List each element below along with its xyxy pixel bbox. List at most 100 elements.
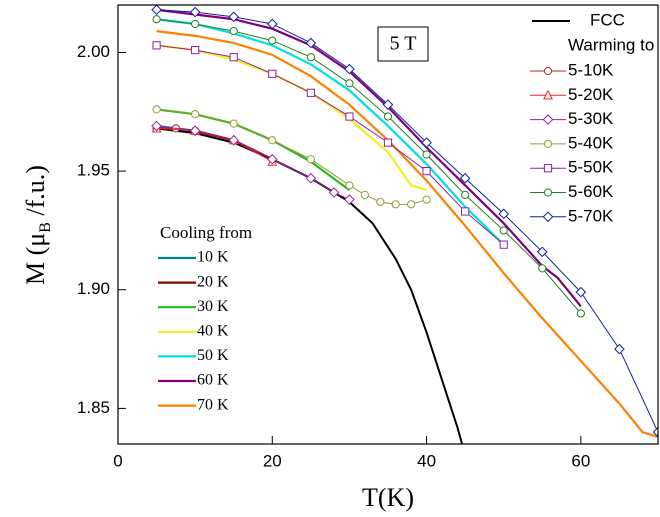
marker bbox=[542, 114, 554, 125]
marker bbox=[536, 246, 548, 258]
legend-label: 5-70K bbox=[568, 206, 614, 225]
x-tick-label: 20 bbox=[263, 451, 282, 470]
marker bbox=[268, 136, 277, 145]
y-tick-label: 2.00 bbox=[77, 42, 110, 61]
marker bbox=[228, 11, 240, 23]
marker bbox=[576, 309, 585, 318]
marker bbox=[189, 6, 201, 18]
y-label-unit: /f.u.) bbox=[21, 165, 50, 222]
warming-legend-title: Warming to bbox=[568, 35, 654, 54]
marker bbox=[499, 240, 508, 249]
legend-label: 5-10K bbox=[568, 60, 614, 79]
x-tick-label: 0 bbox=[113, 451, 122, 470]
marker bbox=[191, 45, 200, 55]
marker bbox=[383, 112, 393, 121]
marker bbox=[266, 153, 278, 165]
cooling-legend-title: Cooling from bbox=[160, 223, 252, 242]
marker bbox=[229, 119, 238, 128]
marker bbox=[306, 53, 315, 62]
y-label-main: M (μ bbox=[21, 233, 50, 285]
marker bbox=[152, 105, 161, 114]
legend-label: 5-60K bbox=[568, 182, 614, 201]
plot-frame bbox=[117, 4, 659, 445]
marker bbox=[422, 167, 431, 176]
marker bbox=[421, 137, 432, 148]
marker bbox=[345, 112, 354, 121]
legend-label: 5-30K bbox=[568, 109, 614, 128]
marker bbox=[652, 426, 658, 438]
marker bbox=[542, 211, 554, 223]
marker bbox=[391, 200, 400, 209]
x-tick-label: 40 bbox=[417, 451, 436, 470]
legend-label: 5-40K bbox=[568, 133, 614, 152]
marker bbox=[191, 19, 200, 29]
marker bbox=[229, 27, 238, 36]
marker bbox=[228, 134, 240, 146]
series-line bbox=[156, 44, 505, 246]
marker bbox=[189, 125, 201, 137]
marker bbox=[543, 164, 553, 173]
marker bbox=[360, 190, 369, 199]
marker bbox=[345, 181, 354, 190]
marker bbox=[422, 150, 431, 159]
marker bbox=[229, 53, 238, 62]
marker bbox=[543, 139, 553, 148]
marker bbox=[407, 200, 416, 209]
marker bbox=[461, 207, 470, 216]
legend-label: 5-20K bbox=[568, 85, 614, 104]
y-tick-label: 1.85 bbox=[77, 398, 110, 417]
marker bbox=[152, 41, 161, 50]
marker bbox=[575, 286, 587, 298]
marker bbox=[382, 99, 394, 110]
marker bbox=[345, 79, 354, 88]
marker bbox=[344, 63, 355, 75]
series-line bbox=[156, 9, 658, 433]
y-tick-label: 1.95 bbox=[77, 161, 110, 180]
legend-label: 60 K bbox=[197, 372, 229, 389]
marker bbox=[151, 5, 162, 16]
marker bbox=[344, 194, 355, 205]
marker bbox=[152, 15, 161, 24]
marker bbox=[543, 66, 553, 76]
marker bbox=[151, 120, 162, 132]
marker bbox=[543, 188, 553, 197]
marker bbox=[191, 110, 200, 119]
x-tick-label: 60 bbox=[571, 451, 590, 470]
marker bbox=[383, 138, 393, 147]
marker bbox=[499, 226, 508, 235]
marker bbox=[328, 187, 340, 198]
legend-label: 70 K bbox=[197, 396, 229, 413]
y-axis-label: M (μB /f.u.) bbox=[21, 165, 54, 285]
legend-label: 40 K bbox=[197, 322, 229, 339]
marker bbox=[543, 89, 553, 100]
marker bbox=[268, 36, 277, 45]
marker bbox=[268, 69, 277, 78]
marker bbox=[305, 172, 317, 184]
legend-label: 30 K bbox=[197, 298, 229, 315]
plot-area bbox=[151, 5, 658, 444]
marker bbox=[266, 18, 278, 30]
marker bbox=[306, 155, 315, 164]
marker bbox=[305, 37, 317, 49]
x-axis-label: T(K) bbox=[362, 483, 414, 512]
marker bbox=[422, 195, 431, 204]
legend-label: FCC bbox=[590, 10, 625, 29]
legend-label: 20 K bbox=[197, 273, 229, 290]
marker bbox=[376, 197, 385, 207]
annotation: 5 T bbox=[390, 33, 417, 55]
marker bbox=[538, 264, 547, 273]
marker bbox=[461, 190, 470, 199]
marker bbox=[459, 172, 471, 184]
y-label-sub: B bbox=[37, 222, 54, 233]
marker bbox=[614, 343, 625, 355]
series-line bbox=[156, 18, 505, 246]
legend-label: 50 K bbox=[197, 347, 229, 364]
annotation-box bbox=[377, 26, 429, 62]
marker bbox=[498, 208, 510, 220]
series-line bbox=[156, 18, 582, 314]
y-tick-label: 1.90 bbox=[77, 279, 110, 298]
series-line bbox=[156, 30, 658, 438]
marker bbox=[306, 88, 315, 97]
